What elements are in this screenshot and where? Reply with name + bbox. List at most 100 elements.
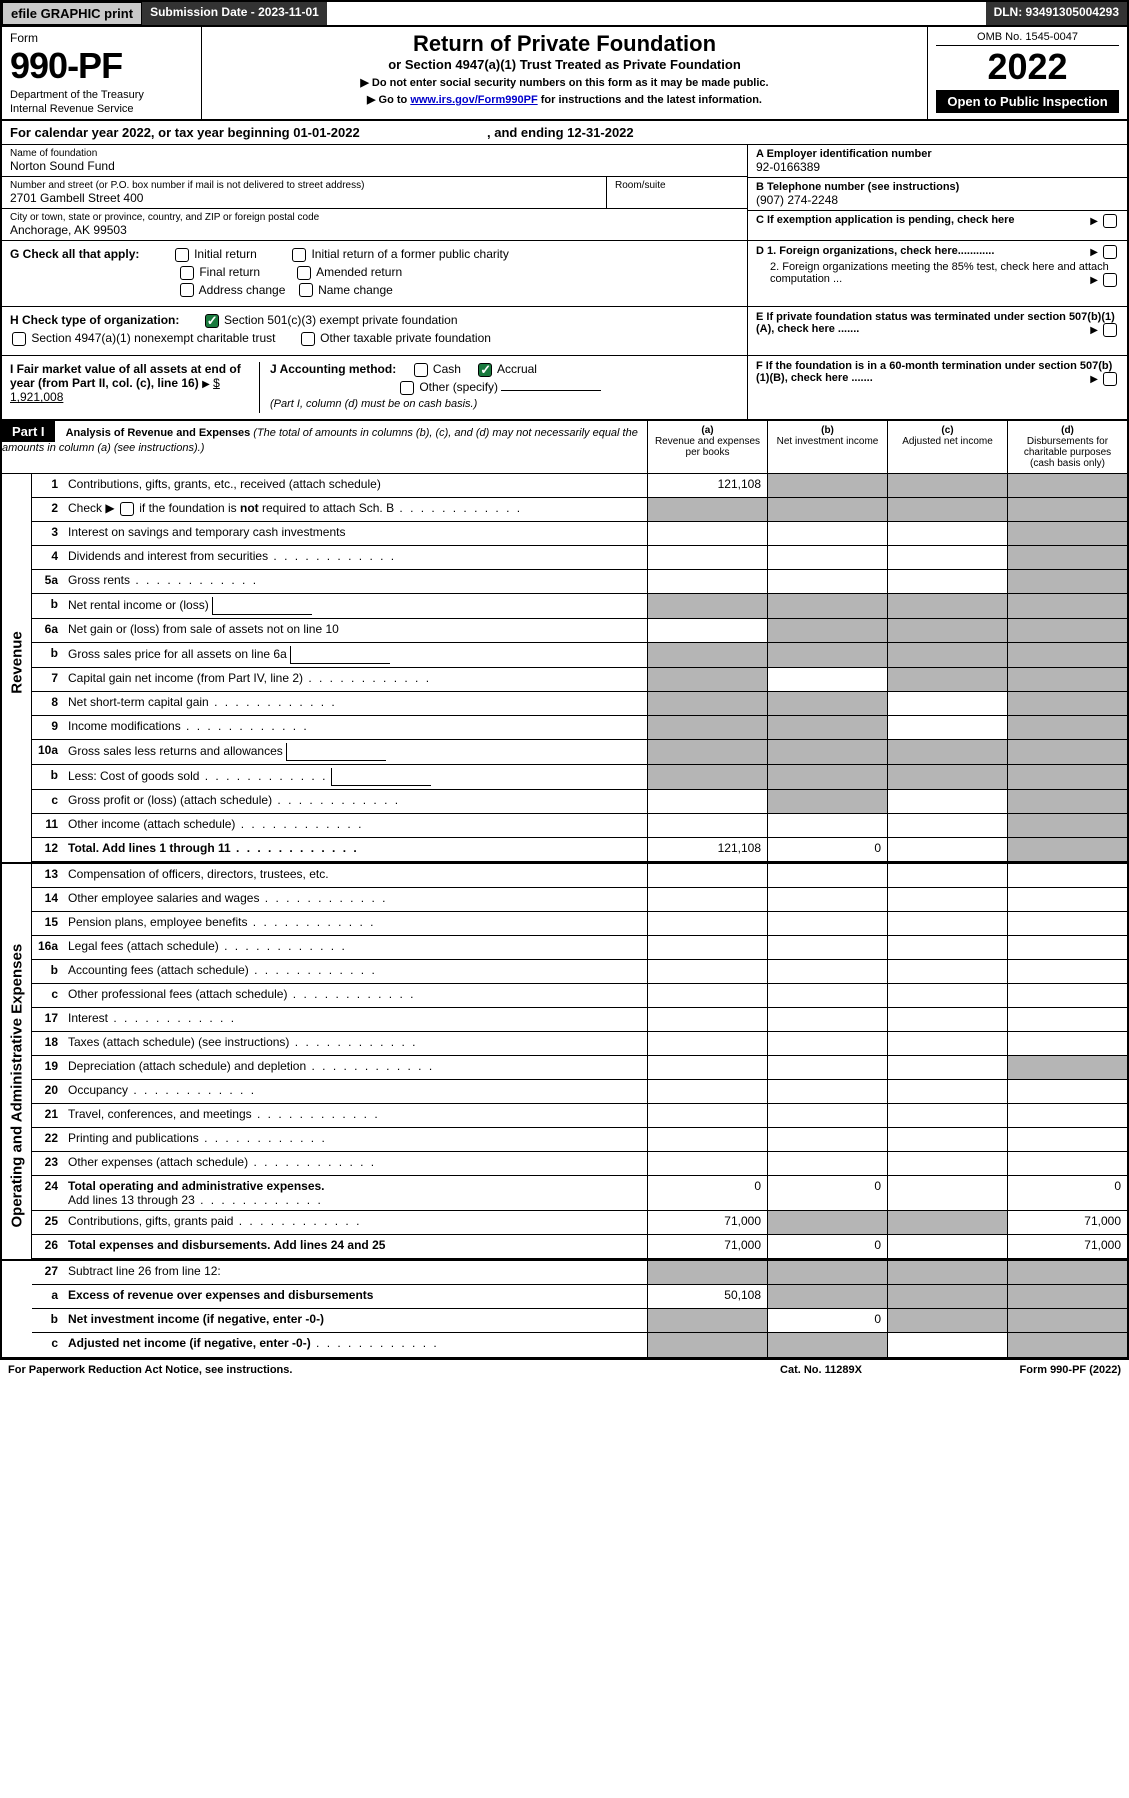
phone-value: (907) 274-2248 [756, 193, 1119, 207]
row-23: 23Other expenses (attach schedule) [32, 1152, 1127, 1176]
street-address: 2701 Gambell Street 400 [10, 191, 598, 205]
tax-year: 2022 [936, 46, 1119, 88]
col-d-head: (d)Disbursements for charitable purposes… [1007, 421, 1127, 473]
checkbox-cash[interactable] [414, 363, 428, 377]
efile-print-btn[interactable]: efile GRAPHIC print [2, 2, 142, 25]
row-7: 7Capital gain net income (from Part IV, … [32, 668, 1127, 692]
arrow-icon [1090, 215, 1098, 227]
row-21: 21Travel, conferences, and meetings [32, 1104, 1127, 1128]
expenses-side-label: Operating and Administrative Expenses [9, 957, 26, 1227]
row-6b: bGross sales price for all assets on lin… [32, 643, 1127, 668]
d2-label: 2. Foreign organizations meeting the 85%… [770, 261, 1109, 285]
row-4: 4Dividends and interest from securities [32, 546, 1127, 570]
checkbox-501c3[interactable] [205, 314, 219, 328]
row-24: 24Total operating and administrative exp… [32, 1176, 1127, 1211]
arrow-icon [1090, 246, 1098, 258]
checkbox-initial-former[interactable] [292, 248, 306, 262]
summary-section: 27Subtract line 26 from line 12: aExcess… [2, 1259, 1127, 1357]
dept-treasury: Department of the Treasury [10, 89, 193, 101]
calendar-year-row: For calendar year 2022, or tax year begi… [2, 121, 1127, 145]
submission-date: Submission Date - 2023-11-01 [142, 2, 327, 25]
header-right: OMB No. 1545-0047 2022 Open to Public In… [927, 27, 1127, 119]
checkbox-d1[interactable] [1103, 245, 1117, 259]
row-13: 13Compensation of officers, directors, t… [32, 864, 1127, 888]
row-18: 18Taxes (attach schedule) (see instructi… [32, 1032, 1127, 1056]
checkbox-f[interactable] [1103, 372, 1117, 386]
foundation-name: Norton Sound Fund [10, 159, 739, 173]
e-label: E If private foundation status was termi… [756, 311, 1115, 335]
header-left: Form 990-PF Department of the Treasury I… [2, 27, 202, 119]
row-17: 17Interest [32, 1008, 1127, 1032]
row-10a: 10aGross sales less returns and allowanc… [32, 740, 1127, 765]
info-right: A Employer identification number 92-0166… [747, 145, 1127, 240]
footer-paperwork: For Paperwork Reduction Act Notice, see … [8, 1364, 721, 1376]
footer-catno: Cat. No. 11289X [721, 1364, 921, 1376]
row-10c: cGross profit or (loss) (attach schedule… [32, 790, 1127, 814]
dln: DLN: 93491305004293 [986, 2, 1127, 25]
row-16b: bAccounting fees (attach schedule) [32, 960, 1127, 984]
row-16a: 16aLegal fees (attach schedule) [32, 936, 1127, 960]
form-container: efile GRAPHIC print Submission Date - 20… [0, 0, 1129, 1359]
check-section-h: H Check type of organization: Section 50… [2, 307, 1127, 356]
dept-irs: Internal Revenue Service [10, 103, 193, 115]
col-a-head: (a)Revenue and expenses per books [647, 421, 767, 473]
topbar: efile GRAPHIC print Submission Date - 20… [2, 2, 1127, 27]
form-label: Form [10, 31, 193, 45]
row-15: 15Pension plans, employee benefits [32, 912, 1127, 936]
footer-form: Form 990-PF (2022) [921, 1364, 1121, 1376]
checkbox-final[interactable] [180, 266, 194, 280]
f-label: F If the foundation is in a 60-month ter… [756, 360, 1112, 384]
part1-badge: Part I [2, 421, 55, 442]
checkbox-address[interactable] [180, 283, 194, 297]
checkbox-initial[interactable] [175, 248, 189, 262]
row-27b: bNet investment income (if negative, ent… [32, 1309, 1127, 1333]
checkbox-d2[interactable] [1103, 273, 1117, 287]
checkbox-schb[interactable] [120, 502, 134, 516]
revenue-side-label: Revenue [9, 617, 26, 707]
checkbox-other-taxable[interactable] [301, 332, 315, 346]
arrow-icon [1090, 274, 1098, 286]
note-link: ▶ Go to www.irs.gov/Form990PF for instru… [210, 93, 919, 106]
irs-link[interactable]: www.irs.gov/Form990PF [410, 94, 537, 106]
checkbox-e[interactable] [1103, 323, 1117, 337]
row-6a: 6aNet gain or (loss) from sale of assets… [32, 619, 1127, 643]
note-ssn: ▶ Do not enter social security numbers o… [210, 76, 919, 89]
arrow-icon [1090, 324, 1098, 336]
row-11: 11Other income (attach schedule) [32, 814, 1127, 838]
row-5a: 5aGross rents [32, 570, 1127, 594]
col-c-head: (c)Adjusted net income [887, 421, 1007, 473]
checkbox-other-method[interactable] [400, 381, 414, 395]
g-label: G Check all that apply: [10, 247, 139, 261]
checkbox-amended[interactable] [297, 266, 311, 280]
arrow-icon [1090, 373, 1098, 385]
col-b-head: (b)Net investment income [767, 421, 887, 473]
row-5b: bNet rental income or (loss) [32, 594, 1127, 619]
row-20: 20Occupancy [32, 1080, 1127, 1104]
row-26: 26Total expenses and disbursements. Add … [32, 1235, 1127, 1259]
row-16c: cOther professional fees (attach schedul… [32, 984, 1127, 1008]
city-row: City or town, state or province, country… [2, 208, 747, 240]
checkbox-accrual[interactable] [478, 363, 492, 377]
row-1: 1Contributions, gifts, grants, etc., rec… [32, 474, 1127, 498]
address-row: Number and street (or P.O. box number if… [2, 177, 747, 208]
row-27a: aExcess of revenue over expenses and dis… [32, 1285, 1127, 1309]
revenue-section: Revenue 1Contributions, gifts, grants, e… [2, 474, 1127, 862]
city-state-zip: Anchorage, AK 99503 [10, 223, 739, 237]
room-suite: Room/suite [607, 177, 747, 208]
part1-title: Analysis of Revenue and Expenses [66, 427, 251, 439]
check-section-g: G Check all that apply: Initial return I… [2, 241, 1127, 307]
exemption-row: C If exemption application is pending, c… [748, 211, 1127, 229]
phone-row: B Telephone number (see instructions) (9… [748, 178, 1127, 211]
j-label: J Accounting method: [270, 362, 396, 376]
row-14: 14Other employee salaries and wages [32, 888, 1127, 912]
ein-value: 92-0166389 [756, 160, 1119, 174]
checkbox-4947[interactable] [12, 332, 26, 346]
check-section-ij: I Fair market value of all assets at end… [2, 356, 1127, 421]
row-9: 9Income modifications [32, 716, 1127, 740]
form-title: Return of Private Foundation [210, 31, 919, 57]
row-27c: cAdjusted net income (if negative, enter… [32, 1333, 1127, 1357]
checkbox-c[interactable] [1103, 214, 1117, 228]
checkbox-name[interactable] [299, 283, 313, 297]
foundation-name-row: Name of foundation Norton Sound Fund [2, 145, 747, 177]
row-25: 25Contributions, gifts, grants paid71,00… [32, 1211, 1127, 1235]
